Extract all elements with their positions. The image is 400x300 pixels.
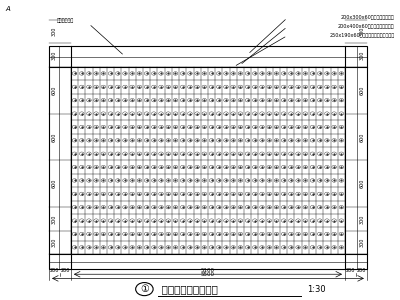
Text: 600: 600 bbox=[51, 132, 56, 142]
Text: 600: 600 bbox=[360, 85, 364, 95]
Text: 300: 300 bbox=[360, 214, 364, 224]
Text: 200: 200 bbox=[61, 268, 70, 273]
Text: 300: 300 bbox=[360, 238, 364, 247]
Text: 600: 600 bbox=[51, 85, 56, 95]
Text: 300: 300 bbox=[51, 214, 56, 224]
Text: 300: 300 bbox=[51, 50, 56, 60]
Text: 250x190x60厚灰色水子山字型空心草砖: 250x190x60厚灰色水子山字型空心草砖 bbox=[330, 33, 395, 38]
Text: 200x400x60厚灰色天山覆面碗砖: 200x400x60厚灰色天山覆面碗砖 bbox=[338, 24, 395, 29]
Text: 200: 200 bbox=[50, 268, 59, 273]
Text: 600: 600 bbox=[51, 179, 56, 188]
Text: 1:30: 1:30 bbox=[307, 285, 326, 294]
Text: 600: 600 bbox=[360, 132, 364, 142]
Text: ①: ① bbox=[140, 284, 149, 294]
Text: 侧方停车位标准平面: 侧方停车位标准平面 bbox=[158, 284, 218, 294]
Text: 300: 300 bbox=[51, 238, 56, 247]
Text: 5500: 5500 bbox=[201, 272, 215, 277]
Text: 200: 200 bbox=[357, 268, 366, 273]
Text: 200: 200 bbox=[346, 268, 355, 273]
Text: 混合色遗缚砖: 混合色遗缚砖 bbox=[56, 18, 74, 23]
Text: A: A bbox=[5, 6, 10, 12]
Text: 5100: 5100 bbox=[201, 268, 215, 273]
Text: 300: 300 bbox=[360, 27, 364, 36]
Text: 600: 600 bbox=[360, 179, 364, 188]
Text: 300: 300 bbox=[360, 50, 364, 60]
Text: 300: 300 bbox=[51, 27, 56, 36]
Text: 200x300x60厚淮色混凝土覆合: 200x300x60厚淮色混凝土覆合 bbox=[341, 15, 395, 20]
Bar bbox=[49, 46, 367, 269]
